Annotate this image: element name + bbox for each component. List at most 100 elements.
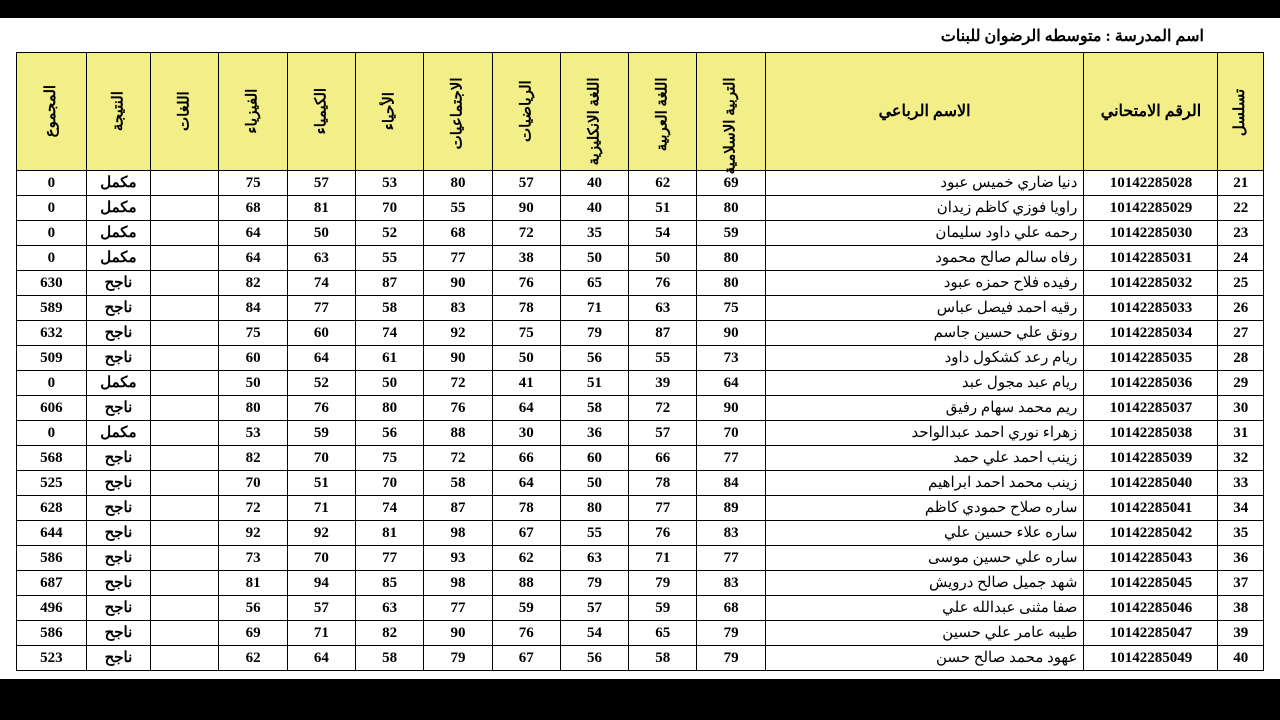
cell-arabic: 58 xyxy=(629,646,697,671)
cell-islamic: 59 xyxy=(697,221,765,246)
cell-biology: 58 xyxy=(356,646,424,671)
cell-english: 55 xyxy=(560,521,628,546)
cell-chemistry: 59 xyxy=(287,421,355,446)
cell-physics: 56 xyxy=(219,596,287,621)
cell-seq: 36 xyxy=(1218,546,1264,571)
cell-chemistry: 74 xyxy=(287,271,355,296)
cell-exam: 10142285028 xyxy=(1084,171,1218,196)
cell-social: 80 xyxy=(424,171,492,196)
cell-chemistry: 51 xyxy=(287,471,355,496)
cell-seq: 24 xyxy=(1218,246,1264,271)
cell-arabic: 76 xyxy=(629,271,697,296)
cell-chemistry: 57 xyxy=(287,171,355,196)
cell-result: مكمل xyxy=(86,171,151,196)
cell-biology: 80 xyxy=(356,396,424,421)
cell-seq: 27 xyxy=(1218,321,1264,346)
cell-chemistry: 71 xyxy=(287,621,355,646)
cell-french xyxy=(151,371,219,396)
cell-math: 64 xyxy=(492,396,560,421)
cell-seq: 38 xyxy=(1218,596,1264,621)
cell-seq: 32 xyxy=(1218,446,1264,471)
cell-physics: 50 xyxy=(219,371,287,396)
cell-name: ساره علاء حسين علي xyxy=(765,521,1084,546)
cell-seq: 21 xyxy=(1218,171,1264,196)
cell-chemistry: 70 xyxy=(287,546,355,571)
cell-math: 72 xyxy=(492,221,560,246)
cell-math: 41 xyxy=(492,371,560,396)
table-row: 3810142285046صفا مثنى عبدالله علي6859575… xyxy=(17,596,1264,621)
cell-total: 606 xyxy=(17,396,87,421)
cell-english: 56 xyxy=(560,346,628,371)
cell-physics: 82 xyxy=(219,271,287,296)
cell-math: 62 xyxy=(492,546,560,571)
cell-arabic: 63 xyxy=(629,296,697,321)
cell-total: 0 xyxy=(17,171,87,196)
cell-biology: 50 xyxy=(356,371,424,396)
cell-result: ناجح xyxy=(86,296,151,321)
cell-biology: 55 xyxy=(356,246,424,271)
cell-seq: 37 xyxy=(1218,571,1264,596)
cell-physics: 75 xyxy=(219,321,287,346)
cell-biology: 85 xyxy=(356,571,424,596)
cell-social: 93 xyxy=(424,546,492,571)
cell-social: 58 xyxy=(424,471,492,496)
cell-french xyxy=(151,646,219,671)
cell-french xyxy=(151,571,219,596)
cell-result: ناجح xyxy=(86,521,151,546)
cell-name: ساره علي حسين موسى xyxy=(765,546,1084,571)
col-english: اللغة الانكليزية xyxy=(560,53,628,171)
col-chem: الكيمياء xyxy=(287,53,355,171)
cell-exam: 10142285031 xyxy=(1084,246,1218,271)
cell-exam: 10142285032 xyxy=(1084,271,1218,296)
cell-french xyxy=(151,271,219,296)
cell-chemistry: 94 xyxy=(287,571,355,596)
cell-islamic: 84 xyxy=(697,471,765,496)
cell-islamic: 64 xyxy=(697,371,765,396)
cell-total: 586 xyxy=(17,546,87,571)
cell-chemistry: 92 xyxy=(287,521,355,546)
cell-total: 628 xyxy=(17,496,87,521)
cell-result: مكمل xyxy=(86,221,151,246)
col-math: الرياضيات xyxy=(492,53,560,171)
col-total: المجموع xyxy=(17,53,87,171)
cell-math: 78 xyxy=(492,496,560,521)
cell-seq: 28 xyxy=(1218,346,1264,371)
cell-total: 632 xyxy=(17,321,87,346)
cell-result: مكمل xyxy=(86,246,151,271)
cell-exam: 10142285036 xyxy=(1084,371,1218,396)
cell-math: 76 xyxy=(492,621,560,646)
table-row: 2910142285036ريام عبد مجول عبد6439514172… xyxy=(17,371,1264,396)
cell-english: 80 xyxy=(560,496,628,521)
cell-name: طيبه عامر علي حسين xyxy=(765,621,1084,646)
table-row: 2810142285035ريام رعد كشكول داود73555650… xyxy=(17,346,1264,371)
cell-math: 66 xyxy=(492,446,560,471)
col-social: الاجتماعيات xyxy=(424,53,492,171)
cell-exam: 10142285040 xyxy=(1084,471,1218,496)
cell-name: راويا فوزي كاظم زيدان xyxy=(765,196,1084,221)
cell-arabic: 51 xyxy=(629,196,697,221)
cell-result: ناجح xyxy=(86,496,151,521)
cell-seq: 26 xyxy=(1218,296,1264,321)
table-row: 3210142285039زينب احمد علي حمد7766606672… xyxy=(17,446,1264,471)
col-french: اللغات xyxy=(151,53,219,171)
cell-chemistry: 64 xyxy=(287,646,355,671)
cell-name: رفيده فلاح حمزه عبود xyxy=(765,271,1084,296)
cell-total: 589 xyxy=(17,296,87,321)
cell-french xyxy=(151,296,219,321)
cell-result: ناجح xyxy=(86,346,151,371)
cell-english: 56 xyxy=(560,646,628,671)
cell-physics: 69 xyxy=(219,621,287,646)
cell-exam: 10142285030 xyxy=(1084,221,1218,246)
table-row: 3110142285038زهراء نوري احمد عبدالواحد70… xyxy=(17,421,1264,446)
cell-islamic: 70 xyxy=(697,421,765,446)
cell-result: ناجح xyxy=(86,471,151,496)
cell-seq: 34 xyxy=(1218,496,1264,521)
results-page: اسم المدرسة : متوسطه الرضوان للبنات تسلس… xyxy=(0,18,1280,679)
cell-total: 0 xyxy=(17,196,87,221)
cell-english: 40 xyxy=(560,196,628,221)
cell-physics: 72 xyxy=(219,496,287,521)
cell-seq: 35 xyxy=(1218,521,1264,546)
cell-name: زينب احمد علي حمد xyxy=(765,446,1084,471)
cell-physics: 70 xyxy=(219,471,287,496)
cell-french xyxy=(151,396,219,421)
